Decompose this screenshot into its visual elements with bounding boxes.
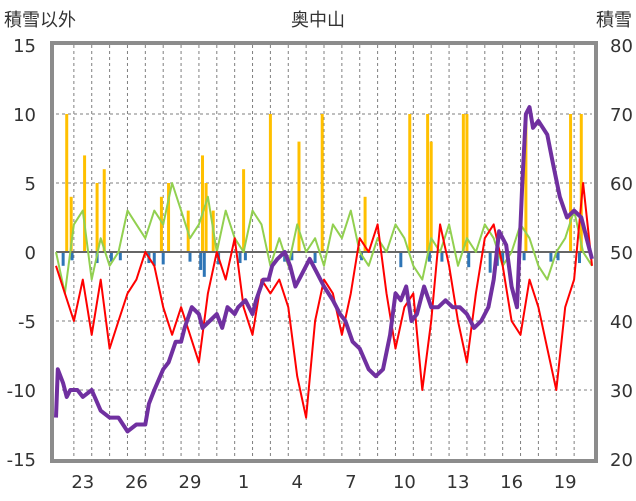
precipitation-bar [159,196,163,252]
snowfall-bar [290,252,294,261]
chart-title: 奥中山 [291,10,345,31]
right-tick-label: 40 [610,312,633,333]
x-tick-label: 29 [179,472,202,493]
snowfall-bar [427,252,431,262]
snowfall-bar [188,252,192,262]
left-tick-label: -15 [7,450,36,471]
left-tick-label: -10 [7,381,36,402]
snowfall-bar [556,252,560,261]
snowfall-bar [313,252,317,264]
left-tick-label: -5 [18,312,36,333]
precipitation-bar [320,114,324,252]
snowfall-bar [501,252,505,265]
precipitation-bar [465,114,469,252]
snowfall-bar [152,252,156,266]
x-tick-label: 16 [500,472,523,493]
snowfall-bar [440,252,444,262]
line-series [54,105,594,434]
right-tick-label: 60 [610,174,633,195]
precipitation-bar [426,114,430,252]
snowfall-bar [70,252,74,261]
right-tick-label: 70 [610,105,633,126]
x-tick-label: 19 [554,472,577,493]
precipitation-bar [461,114,465,252]
x-tick-label: 26 [125,472,148,493]
precipitation-bar [524,114,528,252]
snowfall-bar [161,252,165,265]
precipitation-bar [569,114,573,252]
x-tick-label: 7 [345,472,356,493]
precipitation-bar [167,183,171,252]
left-tick-label: 5 [25,174,36,195]
precipitation-bar [83,155,87,252]
right-tick-label: 80 [610,36,633,57]
precipitation-bar [408,114,412,252]
snowfall-bar [522,252,526,261]
precipitation-bar [204,183,208,252]
precipitation-bar [268,114,272,252]
left-axis-label: 積雪以外 [4,10,76,31]
snow-depth-line [54,105,594,434]
snowfall-bar [118,252,122,261]
right-tick-label: 20 [610,450,633,471]
precipitation-bar [579,114,583,252]
snowfall-bar [577,252,581,264]
precipitation-bar [201,155,205,252]
left-tick-label: 10 [13,105,36,126]
snowfall-bar [399,252,403,268]
temperature-line [55,182,593,419]
snowfall-bar [549,252,553,262]
precipitation-bar [297,141,301,252]
x-tick-label: 4 [291,472,302,493]
precipitation-bar [242,169,246,252]
precipitation-bar [69,196,73,252]
snowfall-bar [61,252,65,266]
snowfall-bar [109,252,113,262]
plot-frame [50,41,598,463]
snowfall-bar [243,252,247,261]
precipitation-bar [429,141,433,252]
right-tick-label: 30 [610,381,633,402]
left-tick-label: 0 [25,243,36,264]
x-tick-label: 1 [238,472,249,493]
left-tick-label: 15 [13,36,36,57]
precipitation-bar [363,196,367,252]
precipitation-bar [102,169,106,252]
snowfall-bar [238,252,242,264]
right-tick-label: 50 [610,243,633,264]
snowfall-bar [202,252,206,277]
x-tick-label: 23 [71,472,94,493]
bar-series [61,114,583,277]
precipitation-bar [95,183,99,252]
x-tick-label: 13 [447,472,470,493]
precipitation-bar [65,114,69,252]
snowfall-bar [467,252,471,268]
right-axis-label: 積雪 [596,10,632,31]
x-tick-label: 10 [393,472,416,493]
snowfall-bar [199,252,203,270]
snowfall-bar [488,252,492,273]
